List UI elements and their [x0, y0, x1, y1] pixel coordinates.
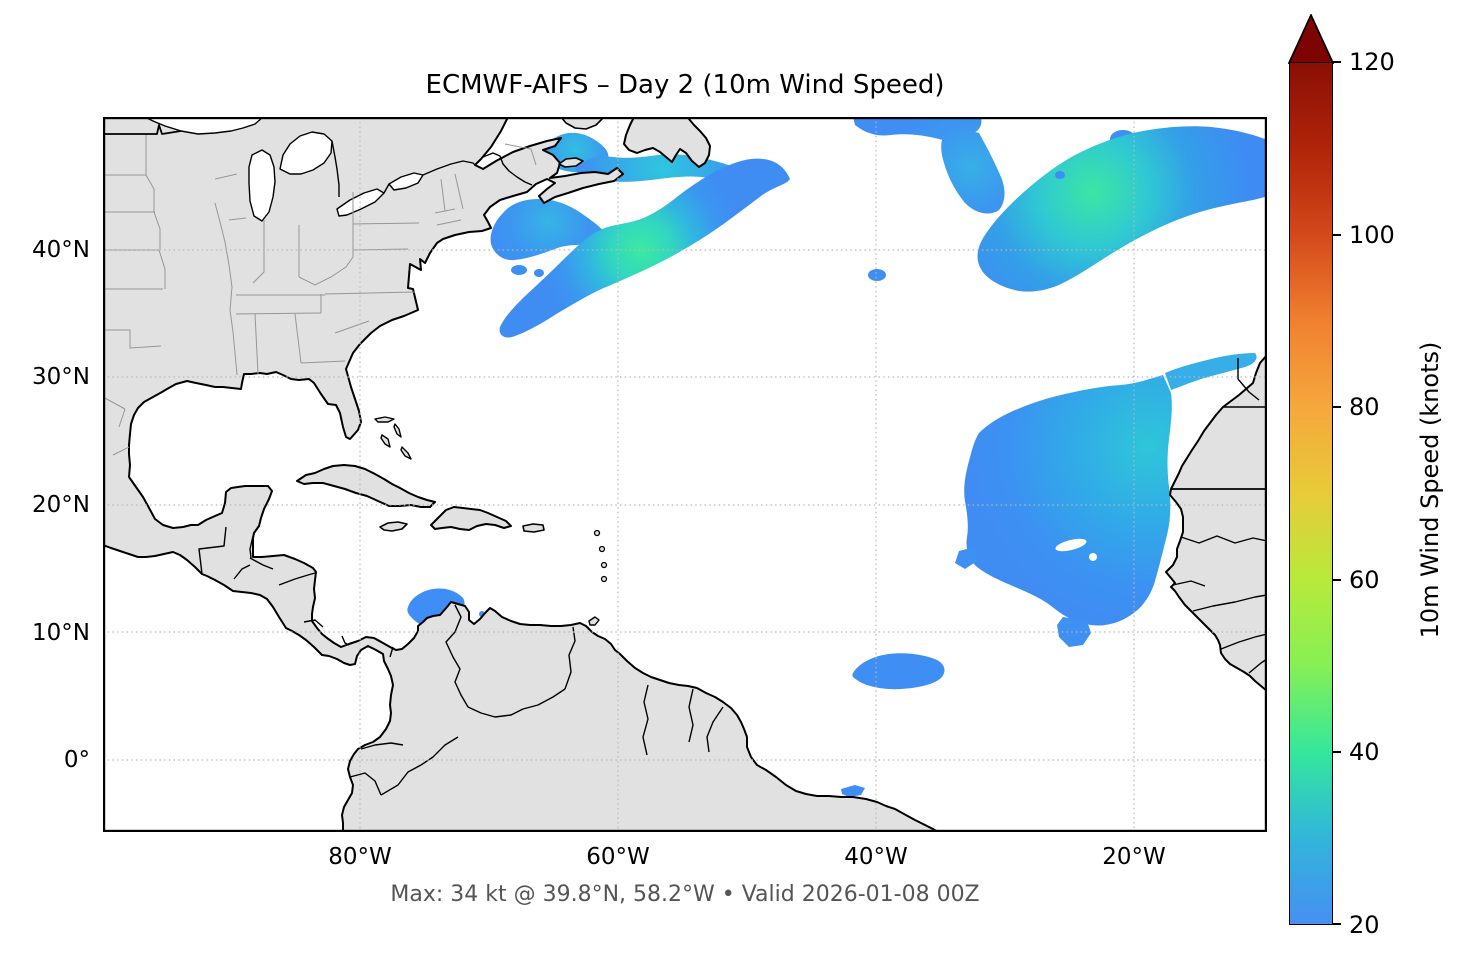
contour-speck-a [511, 265, 527, 275]
lake-superior [144, 117, 264, 135]
bahamas [374, 416, 412, 460]
max-annotation: Max: 34 kt @ 39.8°N, 58.2°W • Valid 2026… [390, 882, 980, 907]
x-tick-40w: 40°W [844, 844, 908, 870]
contour-africa-bottom-tail [1057, 617, 1091, 647]
colorbar-axis-label: 10m Wind Speed (knots) [1416, 341, 1444, 639]
contour-west-africa-trades [964, 375, 1172, 626]
contour-guyana-speck [841, 785, 865, 797]
lake-michigan [248, 149, 276, 222]
x-tick-60w: 60°W [586, 844, 650, 870]
cuba [296, 464, 436, 508]
colorbar-tickmark-120 [1333, 61, 1341, 63]
y-tick-40n: 40°N [32, 237, 90, 263]
atlantic-wind-map [103, 117, 1267, 832]
trinidad [588, 616, 600, 626]
x-tick-20w: 20°W [1102, 844, 1166, 870]
map-frame [103, 117, 1267, 832]
colorbar-tick-60: 60 [1349, 566, 1380, 594]
contour-africa-white-dot [1089, 553, 1097, 561]
contour-africa-coast-stripe [1165, 353, 1257, 390]
colorbar-tick-100: 100 [1349, 221, 1395, 249]
lake-ontario [388, 172, 424, 191]
colorbar-tickmark-60 [1333, 579, 1341, 581]
x-tick-80w: 80°W [328, 844, 392, 870]
colorbar-tickmark-20 [1333, 923, 1341, 925]
contour-colombia-jet [407, 588, 465, 629]
africa-landmass [1165, 354, 1267, 692]
contour-west-lobe [490, 199, 607, 261]
newfoundland [623, 117, 711, 168]
colorbar-tick-20: 20 [1349, 911, 1380, 939]
contour-africa-left-tail [955, 547, 977, 569]
contour-northeast-atlantic-storm [977, 126, 1265, 292]
figure-title: ECMWF-AIFS – Day 2 (10m Wind Speed) [425, 70, 945, 100]
y-tick-10n: 10°N [32, 620, 90, 646]
wind-speed-contours [407, 117, 1265, 830]
jamaica [379, 521, 408, 532]
colorbar-tick-40: 40 [1349, 738, 1380, 766]
colorbar [1289, 62, 1333, 925]
lesser-antilles [593, 529, 608, 583]
y-tick-0: 0° [63, 747, 90, 773]
y-tick-20n: 20°N [32, 492, 90, 518]
contour-top-band [853, 117, 982, 141]
colorbar-extend-arrow [1288, 14, 1334, 64]
contour-nova-scotia-storm [499, 158, 790, 338]
border-colombia-venezuela [445, 604, 469, 708]
hispaniola [430, 506, 512, 531]
prince-edward-island [558, 157, 584, 168]
contour-mid-atlantic-speck [868, 269, 886, 281]
state-borders [103, 134, 537, 456]
landmasses [103, 117, 1267, 832]
border-mexico-guatemala [198, 526, 227, 575]
colorbar-tickmark-80 [1333, 406, 1341, 408]
colorbar-tickmark-40 [1333, 751, 1341, 753]
colorbar-tick-120: 120 [1349, 48, 1395, 76]
map-plot-area [103, 117, 1267, 832]
border-us-canada [103, 124, 182, 135]
contour-speck-ne [1055, 171, 1065, 179]
contour-top-funnel [941, 131, 1005, 214]
country-borders [103, 124, 1267, 796]
contour-speck-b [534, 269, 544, 277]
puerto-rico [522, 523, 545, 533]
americas-landmass [103, 117, 939, 832]
colorbar-tick-80: 80 [1349, 393, 1380, 421]
colorbar-tickmark-100 [1333, 234, 1341, 236]
y-tick-30n: 30°N [32, 364, 90, 390]
graticule [103, 117, 1267, 832]
contour-africa-white-slit [1055, 538, 1087, 552]
